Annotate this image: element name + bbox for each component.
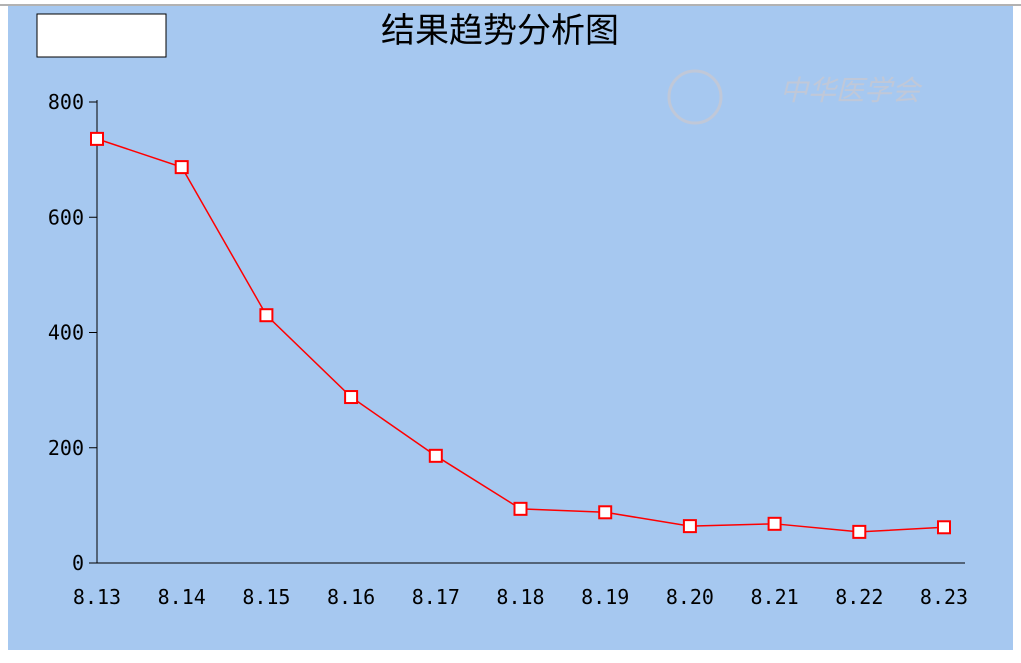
x-tick-label: 8.20 <box>666 585 714 609</box>
x-tick-label: 8.17 <box>412 585 460 609</box>
x-tick-label: 8.16 <box>327 585 375 609</box>
marker <box>513 501 528 516</box>
x-tick-label: 8.14 <box>158 585 206 609</box>
marker <box>598 505 613 520</box>
x-tick-label: 8.18 <box>496 585 544 609</box>
x-tick-label: 8.19 <box>581 585 629 609</box>
x-tick-label: 8.23 <box>920 585 968 609</box>
blank-box <box>36 13 167 58</box>
marker <box>174 160 189 175</box>
marker <box>937 520 951 535</box>
marker <box>767 516 782 531</box>
marker <box>428 448 443 463</box>
chart-title: 结果趋势分析图 <box>381 11 619 51</box>
marker <box>344 390 359 405</box>
marker <box>852 524 867 539</box>
marker <box>682 519 697 534</box>
y-tick-label: 800 <box>48 90 84 114</box>
watermark: 中华医学会 <box>780 74 923 107</box>
x-tick-label: 8.21 <box>751 585 799 609</box>
x-tick-label: 8.22 <box>835 585 883 609</box>
y-tick-label: 200 <box>48 436 84 460</box>
watermark-seal <box>667 69 723 125</box>
y-tick-label: 0 <box>72 551 84 575</box>
y-tick-label: 600 <box>48 205 84 229</box>
x-tick-label: 8.15 <box>242 585 290 609</box>
x-tick-label: 8.13 <box>73 585 121 609</box>
plot-background <box>8 6 1013 650</box>
marker <box>259 308 274 323</box>
marker <box>90 131 104 146</box>
y-tick-label: 400 <box>48 321 84 345</box>
